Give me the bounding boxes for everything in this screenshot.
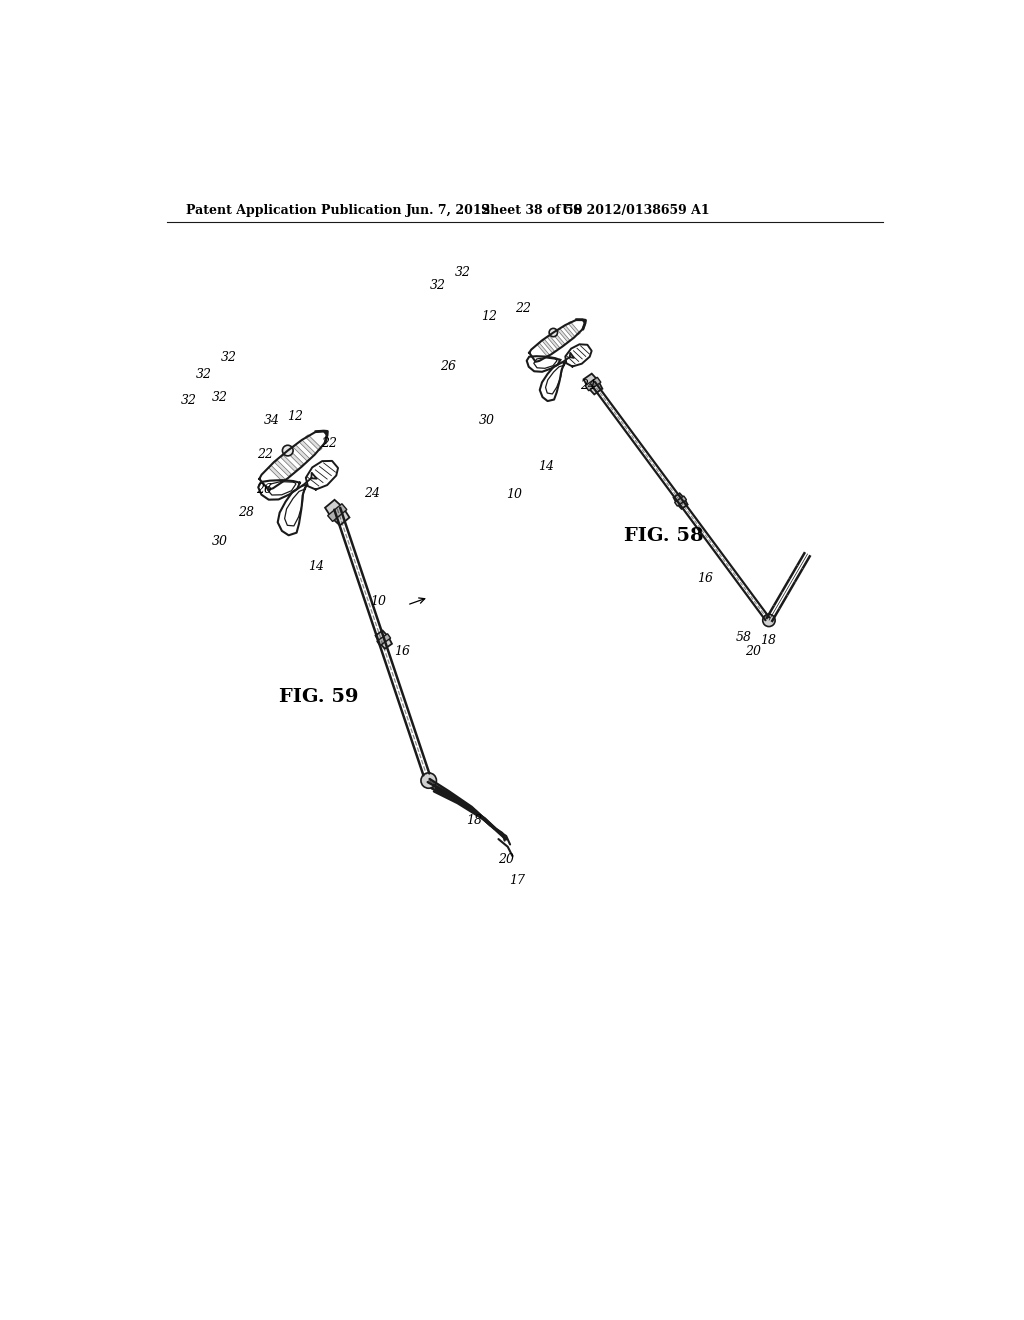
Text: 22: 22 xyxy=(322,437,338,450)
Text: 16: 16 xyxy=(697,572,714,585)
Text: FIG. 58: FIG. 58 xyxy=(624,527,703,545)
Polygon shape xyxy=(299,440,316,455)
Polygon shape xyxy=(281,455,298,471)
Text: 30: 30 xyxy=(211,536,227,548)
Text: 14: 14 xyxy=(308,560,325,573)
Text: 22: 22 xyxy=(257,449,273,462)
Text: 18: 18 xyxy=(466,814,482,828)
Text: 16: 16 xyxy=(394,644,411,657)
Text: 20: 20 xyxy=(744,644,761,657)
Circle shape xyxy=(549,329,557,337)
Text: 24: 24 xyxy=(365,487,380,500)
Polygon shape xyxy=(274,461,292,477)
Text: 10: 10 xyxy=(506,488,522,502)
Polygon shape xyxy=(568,322,581,335)
Polygon shape xyxy=(674,494,688,508)
Text: 58: 58 xyxy=(735,631,752,644)
Polygon shape xyxy=(376,631,392,648)
Text: 32: 32 xyxy=(212,391,228,404)
Text: 24: 24 xyxy=(580,379,596,392)
Text: 12: 12 xyxy=(481,310,497,323)
Text: 22: 22 xyxy=(515,302,531,315)
Circle shape xyxy=(763,614,775,627)
Text: FIG. 59: FIG. 59 xyxy=(280,689,358,706)
Polygon shape xyxy=(268,466,286,482)
Polygon shape xyxy=(558,329,570,342)
Polygon shape xyxy=(328,504,347,521)
Text: 32: 32 xyxy=(196,367,212,380)
Text: 18: 18 xyxy=(760,634,776,647)
Polygon shape xyxy=(543,339,555,352)
Polygon shape xyxy=(538,343,550,356)
Text: Jun. 7, 2012: Jun. 7, 2012 xyxy=(406,205,490,218)
Polygon shape xyxy=(287,450,304,466)
Circle shape xyxy=(283,445,293,455)
Text: Patent Application Publication: Patent Application Publication xyxy=(186,205,401,218)
Text: 26: 26 xyxy=(256,483,271,496)
Text: 20: 20 xyxy=(499,853,514,866)
Text: 17: 17 xyxy=(509,874,525,887)
Text: 34: 34 xyxy=(263,413,280,426)
Text: 30: 30 xyxy=(479,413,495,426)
Text: Sheet 38 of 50: Sheet 38 of 50 xyxy=(481,205,583,218)
Text: 14: 14 xyxy=(539,459,555,473)
Polygon shape xyxy=(675,496,686,506)
Text: 26: 26 xyxy=(440,360,456,372)
Polygon shape xyxy=(585,378,601,391)
Polygon shape xyxy=(293,445,310,461)
Polygon shape xyxy=(584,374,602,395)
Polygon shape xyxy=(377,634,390,645)
Polygon shape xyxy=(553,333,565,346)
Text: 32: 32 xyxy=(430,279,446,292)
Polygon shape xyxy=(563,325,575,338)
Text: 32: 32 xyxy=(221,351,237,363)
Polygon shape xyxy=(305,434,323,451)
Text: 10: 10 xyxy=(371,594,386,607)
Text: 32: 32 xyxy=(455,265,471,279)
Circle shape xyxy=(421,774,436,788)
Polygon shape xyxy=(325,500,349,525)
Polygon shape xyxy=(548,335,560,350)
Text: 32: 32 xyxy=(180,395,197,408)
Text: 12: 12 xyxy=(287,409,303,422)
Text: 28: 28 xyxy=(238,506,254,519)
Text: US 2012/0138659 A1: US 2012/0138659 A1 xyxy=(562,205,710,218)
